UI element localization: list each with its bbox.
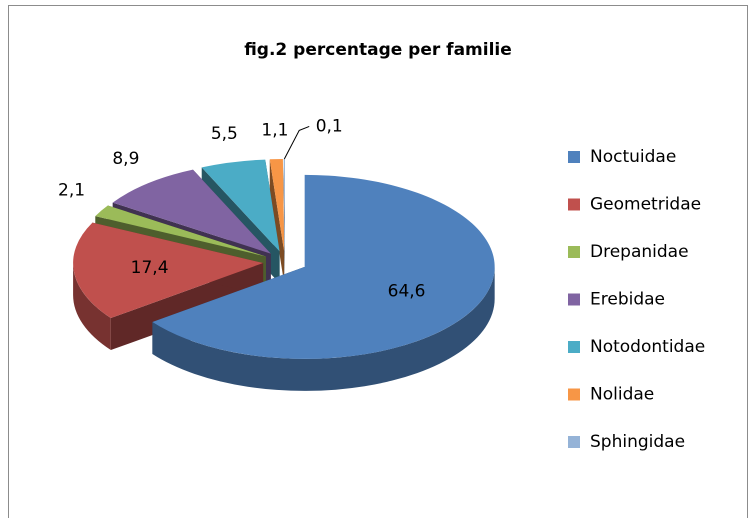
slice [152,174,495,359]
legend-label: Nolidae [590,385,654,405]
legend-swatch [568,198,580,211]
slice [269,159,285,252]
legend-label: Geometridae [590,195,701,215]
slice-side [152,266,495,391]
legend-swatch [568,293,580,306]
slice [73,222,264,319]
slice [112,169,271,254]
data-label: 17,4 [131,258,169,278]
legend-label: Notodontidae [590,337,705,357]
slice-wall [269,159,285,284]
legend-swatch [568,151,580,163]
legend-swatch [568,388,580,401]
data-label: 8,9 [112,149,139,169]
slice [95,205,266,257]
legend-swatch [568,341,580,353]
slice [283,159,285,252]
slice-tops [73,159,495,359]
data-label: 0,1 [316,116,343,136]
legend-label: Drepanidae [590,242,689,262]
slice [201,159,280,252]
data-label: 5,5 [211,124,238,144]
slice-wall [283,159,285,284]
legend-label: Sphingidae [590,432,685,452]
chart-title: fig.2 percentage per familie [244,40,512,60]
slice-side [73,263,111,351]
legend-swatch [568,436,580,448]
legend-label: Erebidae [590,290,665,310]
legend-swatch [568,246,580,258]
data-label: 2,1 [58,180,85,200]
data-label: 1,1 [261,121,288,141]
legend-label: Noctuidae [590,147,676,167]
leader-line [283,125,310,160]
data-label: 64,6 [388,282,426,302]
